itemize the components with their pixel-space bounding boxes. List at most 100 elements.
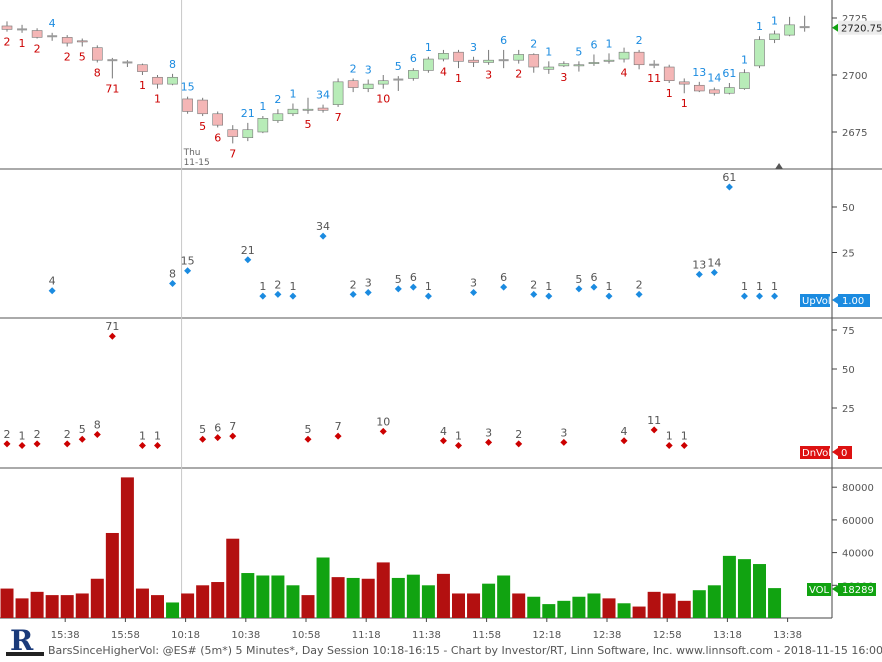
volume-bar bbox=[692, 590, 706, 618]
dnvol-point bbox=[229, 432, 237, 440]
dnvol-point bbox=[199, 435, 207, 443]
candle bbox=[197, 97, 208, 117]
candle bbox=[498, 49, 509, 69]
price-up-label: 61 bbox=[722, 67, 736, 80]
candle bbox=[588, 54, 600, 66]
volume-bar bbox=[722, 555, 736, 618]
candle bbox=[724, 82, 735, 95]
dnvol-point-label: 1 bbox=[455, 429, 462, 442]
dnvol-point-label: 3 bbox=[560, 426, 567, 439]
candle bbox=[257, 116, 269, 134]
last-price-arrow bbox=[832, 23, 838, 32]
price-down-label: 5 bbox=[305, 118, 312, 131]
upvol-point-label: 1 bbox=[771, 280, 778, 293]
candle bbox=[1, 21, 13, 32]
volume-bar bbox=[151, 595, 164, 618]
candle-body bbox=[61, 37, 73, 44]
time-tick-label: 12:18 bbox=[532, 630, 561, 641]
dnvol-point bbox=[665, 441, 673, 449]
dnvol-point bbox=[455, 441, 462, 449]
volume-bar bbox=[632, 606, 646, 618]
candle-body bbox=[618, 51, 630, 60]
candle bbox=[182, 96, 193, 114]
upvol-point bbox=[470, 289, 478, 297]
candle-body bbox=[272, 113, 284, 121]
price-down-label: 2 bbox=[64, 51, 71, 64]
upvol-point-label: 6 bbox=[500, 271, 507, 284]
upvol-point-label: 5 bbox=[575, 273, 582, 286]
time-tick-label: 11:58 bbox=[472, 630, 501, 641]
candle bbox=[332, 78, 344, 107]
candle bbox=[678, 78, 690, 94]
upvol-point-label: 34 bbox=[316, 220, 330, 233]
candle bbox=[633, 49, 645, 70]
upvol-point bbox=[169, 279, 177, 287]
price-down-label: 1 bbox=[139, 79, 146, 92]
upvol-point-label: 15 bbox=[181, 255, 195, 268]
price-up-label: 4 bbox=[49, 17, 56, 30]
candle-body bbox=[182, 98, 193, 112]
price-up-label: 1 bbox=[289, 88, 296, 101]
candle-body bbox=[31, 30, 43, 38]
session-day-label: Thu bbox=[183, 148, 201, 158]
dnvol-point bbox=[138, 441, 146, 449]
price-up-label: 1 bbox=[259, 100, 266, 113]
price-down-label: 1 bbox=[154, 93, 161, 106]
upvol-point bbox=[771, 292, 779, 300]
volume-bar bbox=[105, 532, 119, 618]
price-tick-label: 2725 bbox=[842, 14, 867, 25]
session-date-label: 11-15 bbox=[184, 158, 210, 168]
candle-body bbox=[709, 89, 720, 94]
candle bbox=[663, 64, 675, 83]
candle-body bbox=[468, 59, 479, 63]
price-up-label: 6 bbox=[590, 38, 597, 51]
candle-body bbox=[784, 24, 795, 36]
volume-bar bbox=[30, 591, 44, 618]
candle bbox=[212, 111, 223, 128]
candle-body bbox=[724, 87, 735, 94]
time-tick-label: 10:58 bbox=[292, 630, 321, 641]
price-up-label: 2 bbox=[530, 37, 537, 50]
candle bbox=[754, 36, 765, 69]
volume-bar bbox=[45, 595, 59, 618]
candle bbox=[513, 49, 525, 64]
price-up-label: 3 bbox=[470, 41, 477, 54]
logo-bar bbox=[6, 652, 44, 656]
candle bbox=[362, 79, 374, 93]
price-up-label: 8 bbox=[169, 58, 176, 71]
dnvol-tick-label: 75 bbox=[842, 326, 855, 337]
upvol-name-badge bbox=[800, 294, 830, 307]
dnvol-point bbox=[515, 440, 523, 448]
volume-bar bbox=[211, 582, 225, 618]
price-down-label: 2 bbox=[515, 68, 522, 81]
candle-body bbox=[167, 76, 178, 85]
time-tick-label: 11:18 bbox=[352, 630, 381, 641]
dnvol-point-label: 7 bbox=[335, 420, 342, 433]
upvol-point bbox=[364, 289, 372, 297]
upvol-name: UpVol bbox=[802, 296, 831, 307]
candle bbox=[61, 35, 73, 47]
candle-body bbox=[1, 25, 13, 30]
volume-bar bbox=[602, 598, 616, 618]
linn-logo: R bbox=[6, 622, 46, 658]
candle-body bbox=[257, 118, 269, 133]
price-up-label: 6 bbox=[500, 34, 507, 47]
price-up-label: 2 bbox=[274, 93, 281, 106]
volume-bar bbox=[135, 588, 149, 618]
vol-value-badge bbox=[838, 583, 876, 596]
candle bbox=[167, 73, 178, 86]
upvol-point bbox=[605, 292, 613, 300]
upvol-point bbox=[274, 290, 282, 298]
candle bbox=[31, 28, 43, 39]
volume-bar bbox=[181, 593, 195, 618]
price-tick-label: 2700 bbox=[842, 71, 867, 82]
dnvol-point-label: 71 bbox=[105, 320, 119, 333]
candle bbox=[242, 122, 254, 142]
current-bar-marker bbox=[775, 163, 784, 169]
price-down-label: 6 bbox=[214, 131, 221, 144]
price-up-label: 1 bbox=[741, 53, 748, 66]
candle-body bbox=[528, 54, 540, 68]
upvol-tick-label: 25 bbox=[842, 249, 855, 260]
candle-body bbox=[332, 81, 344, 105]
candle bbox=[649, 60, 660, 69]
